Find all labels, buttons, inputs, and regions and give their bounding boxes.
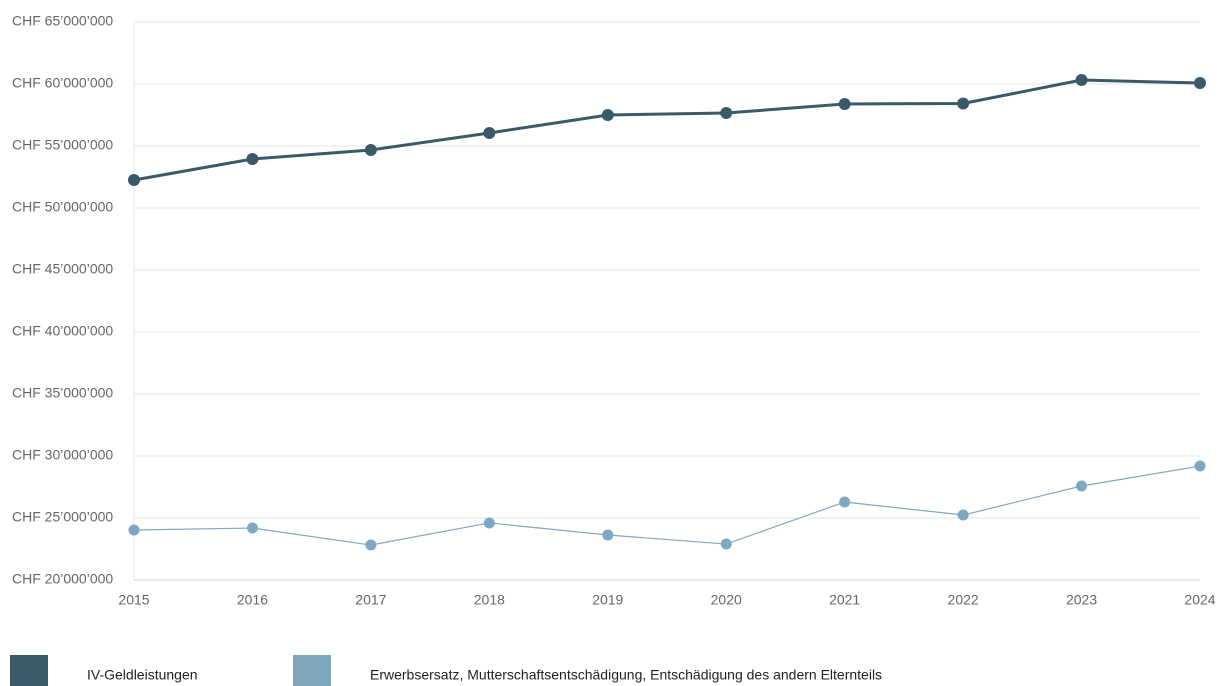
point xyxy=(128,524,140,536)
x-tick-label: 2021 xyxy=(829,592,860,608)
y-tick-label: CHF 45’000’000 xyxy=(12,261,113,277)
point xyxy=(128,173,140,186)
x-tick-label: 2017 xyxy=(355,592,386,608)
line xyxy=(133,78,1201,182)
point xyxy=(246,522,258,534)
line xyxy=(133,465,1201,546)
point xyxy=(957,97,970,110)
x-tick-label: 2020 xyxy=(711,592,742,608)
point xyxy=(601,109,614,121)
y-tick-label: CHF 65’000’000 xyxy=(12,13,113,29)
point xyxy=(364,143,377,156)
point xyxy=(720,107,733,120)
legend-label: IV-Geldleistungen xyxy=(87,667,198,683)
y-tick-label: CHF 55’000’000 xyxy=(12,137,113,153)
x-tick-label: 2018 xyxy=(474,592,505,608)
y-tick-label: CHF 35’000’000 xyxy=(12,385,113,401)
point xyxy=(1194,77,1206,90)
y-tick-label: CHF 20’000’000 xyxy=(12,571,113,587)
legend-swatch xyxy=(10,655,48,686)
legend-swatch xyxy=(293,655,331,686)
point xyxy=(839,496,851,508)
point xyxy=(957,509,969,521)
point xyxy=(1075,74,1088,87)
x-tick-label: 2016 xyxy=(237,592,268,608)
x-tick-label: 2023 xyxy=(1066,592,1097,608)
y-tick-label: CHF 50’000’000 xyxy=(12,199,113,215)
legend-label: Erwerbsersatz, Mutterschaftsentschädigun… xyxy=(370,667,882,683)
point xyxy=(246,153,259,166)
y-tick-label: CHF 40’000’000 xyxy=(12,323,113,339)
point xyxy=(365,539,377,551)
point xyxy=(483,517,495,529)
x-tick-label: 2015 xyxy=(118,592,149,608)
y-tick-label: CHF 25’000’000 xyxy=(12,509,113,525)
point xyxy=(720,538,732,550)
x-tick-label: 2019 xyxy=(592,592,623,608)
point xyxy=(483,126,496,139)
y-tick-label: CHF 60’000’000 xyxy=(12,75,113,91)
point xyxy=(602,529,614,541)
point xyxy=(838,97,851,110)
x-tick-label: 2022 xyxy=(948,592,979,608)
x-tick-label: 2024 xyxy=(1184,592,1215,608)
y-tick-label: CHF 30’000’000 xyxy=(12,447,113,463)
point xyxy=(1076,480,1088,492)
point xyxy=(1194,460,1206,472)
